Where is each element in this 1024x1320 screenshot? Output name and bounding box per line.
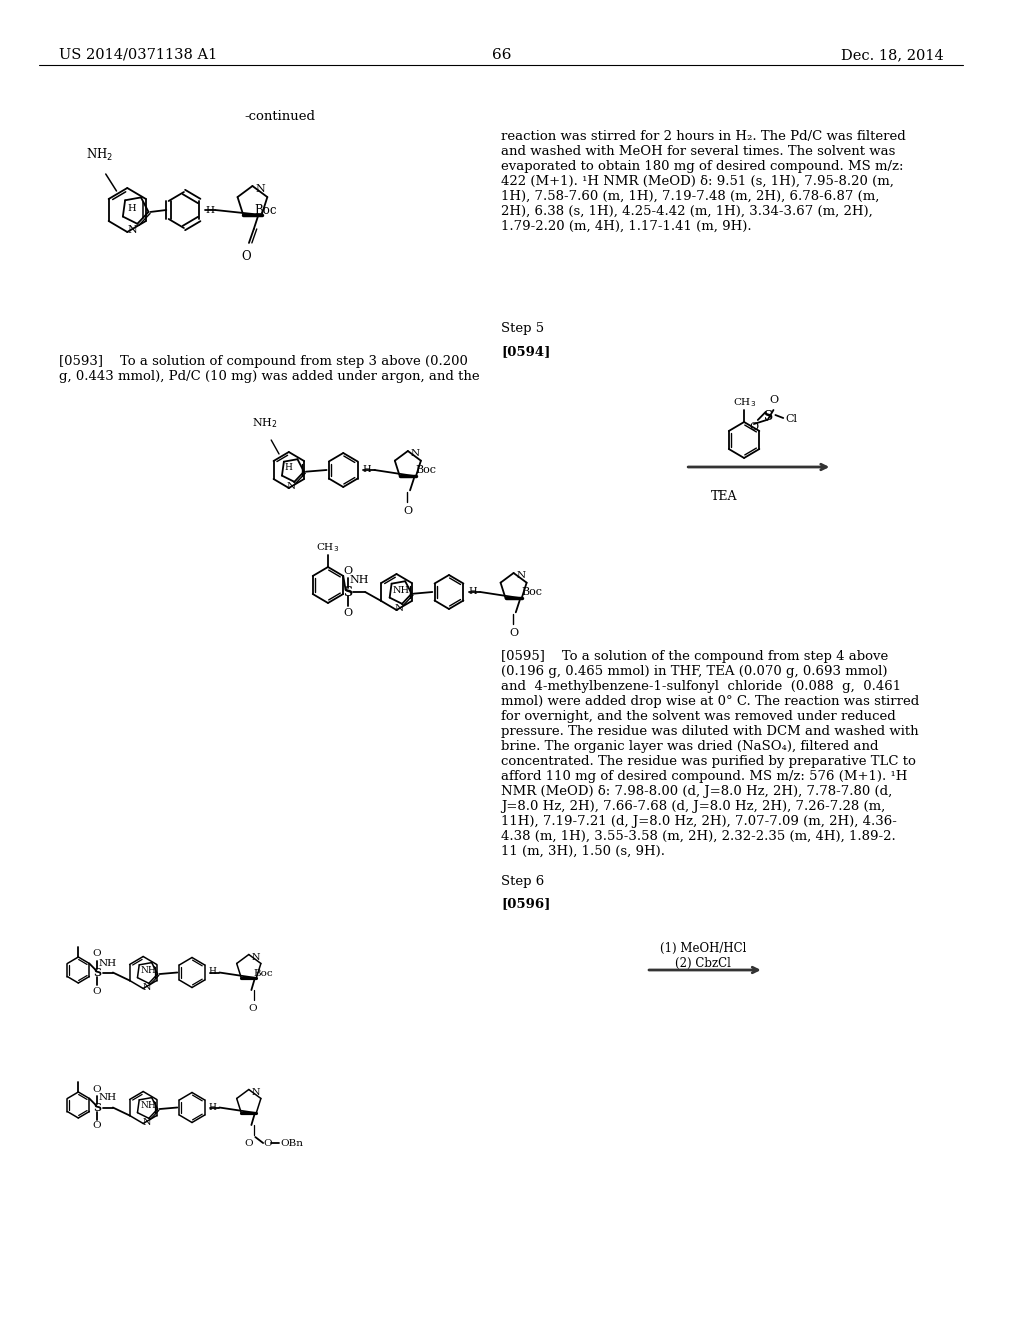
Text: N: N: [142, 1118, 152, 1127]
Text: H: H: [209, 1102, 216, 1111]
Text: [0595]    To a solution of the compound from step 4 above
(0.196 g, 0.465 mmol) : [0595] To a solution of the compound fro…: [502, 649, 920, 858]
Text: H: H: [206, 206, 215, 215]
Text: H: H: [127, 203, 136, 213]
Text: OBn: OBn: [281, 1139, 304, 1147]
Text: S: S: [763, 409, 772, 422]
Text: NH: NH: [140, 966, 156, 975]
Text: [0596]: [0596]: [502, 898, 551, 909]
Text: S: S: [343, 586, 352, 598]
Text: NH: NH: [349, 576, 369, 585]
Text: N: N: [252, 1088, 260, 1097]
Text: NH: NH: [99, 958, 117, 968]
Text: NH$_2$: NH$_2$: [253, 416, 279, 430]
Text: Boc: Boc: [254, 205, 276, 216]
Text: N: N: [142, 983, 152, 991]
Text: N: N: [516, 572, 525, 581]
Text: O: O: [509, 628, 518, 639]
Text: (2) CbzCl: (2) CbzCl: [675, 957, 731, 970]
Text: US 2014/0371138 A1: US 2014/0371138 A1: [58, 48, 217, 62]
Text: O: O: [93, 1122, 101, 1130]
Text: O: O: [343, 609, 352, 618]
Text: O: O: [93, 949, 101, 958]
Text: CH$_3$: CH$_3$: [316, 541, 340, 554]
Text: reaction was stirred for 2 hours in H₂. The Pd/C was filtered
and washed with Me: reaction was stirred for 2 hours in H₂. …: [502, 129, 906, 234]
Text: N: N: [394, 605, 403, 614]
Text: Boc: Boc: [254, 969, 273, 978]
Text: S: S: [93, 968, 101, 978]
Text: O: O: [93, 986, 101, 995]
Text: H: H: [362, 465, 371, 474]
Text: NH: NH: [99, 1093, 117, 1102]
Text: O: O: [93, 1085, 101, 1093]
Text: Boc: Boc: [521, 587, 543, 597]
Text: O: O: [242, 249, 251, 263]
Text: O: O: [263, 1139, 271, 1147]
Text: NH: NH: [140, 1101, 156, 1110]
Text: O: O: [403, 507, 413, 516]
Text: N: N: [287, 482, 296, 491]
Text: CH$_3$: CH$_3$: [732, 396, 756, 409]
Text: O: O: [248, 1005, 257, 1012]
Text: (1) MeOH/HCl: (1) MeOH/HCl: [659, 942, 746, 954]
Text: Dec. 18, 2014: Dec. 18, 2014: [841, 48, 944, 62]
Text: [0593]    To a solution of compound from step 3 above (0.200
g, 0.443 mmol), Pd/: [0593] To a solution of compound from st…: [58, 355, 479, 383]
Text: TEA: TEA: [712, 490, 737, 503]
Text: Step 5: Step 5: [502, 322, 545, 335]
Text: Step 6: Step 6: [502, 875, 545, 888]
Text: [0594]: [0594]: [502, 345, 551, 358]
Text: 66: 66: [492, 48, 511, 62]
Text: NH$_2$: NH$_2$: [86, 147, 114, 162]
Text: N: N: [411, 450, 420, 458]
Text: H: H: [209, 968, 216, 977]
Text: N: N: [128, 224, 137, 235]
Text: H: H: [468, 587, 477, 597]
Text: O: O: [343, 566, 352, 576]
Text: N: N: [255, 183, 265, 194]
Text: O: O: [750, 422, 759, 432]
Text: O: O: [244, 1139, 253, 1148]
Text: O: O: [770, 395, 779, 405]
Text: N: N: [252, 953, 260, 962]
Text: Boc: Boc: [416, 465, 436, 475]
Text: H: H: [285, 463, 293, 473]
Text: Cl: Cl: [785, 414, 798, 424]
Text: NH: NH: [392, 586, 410, 595]
Text: S: S: [93, 1102, 101, 1113]
Text: -continued: -continued: [245, 110, 315, 123]
